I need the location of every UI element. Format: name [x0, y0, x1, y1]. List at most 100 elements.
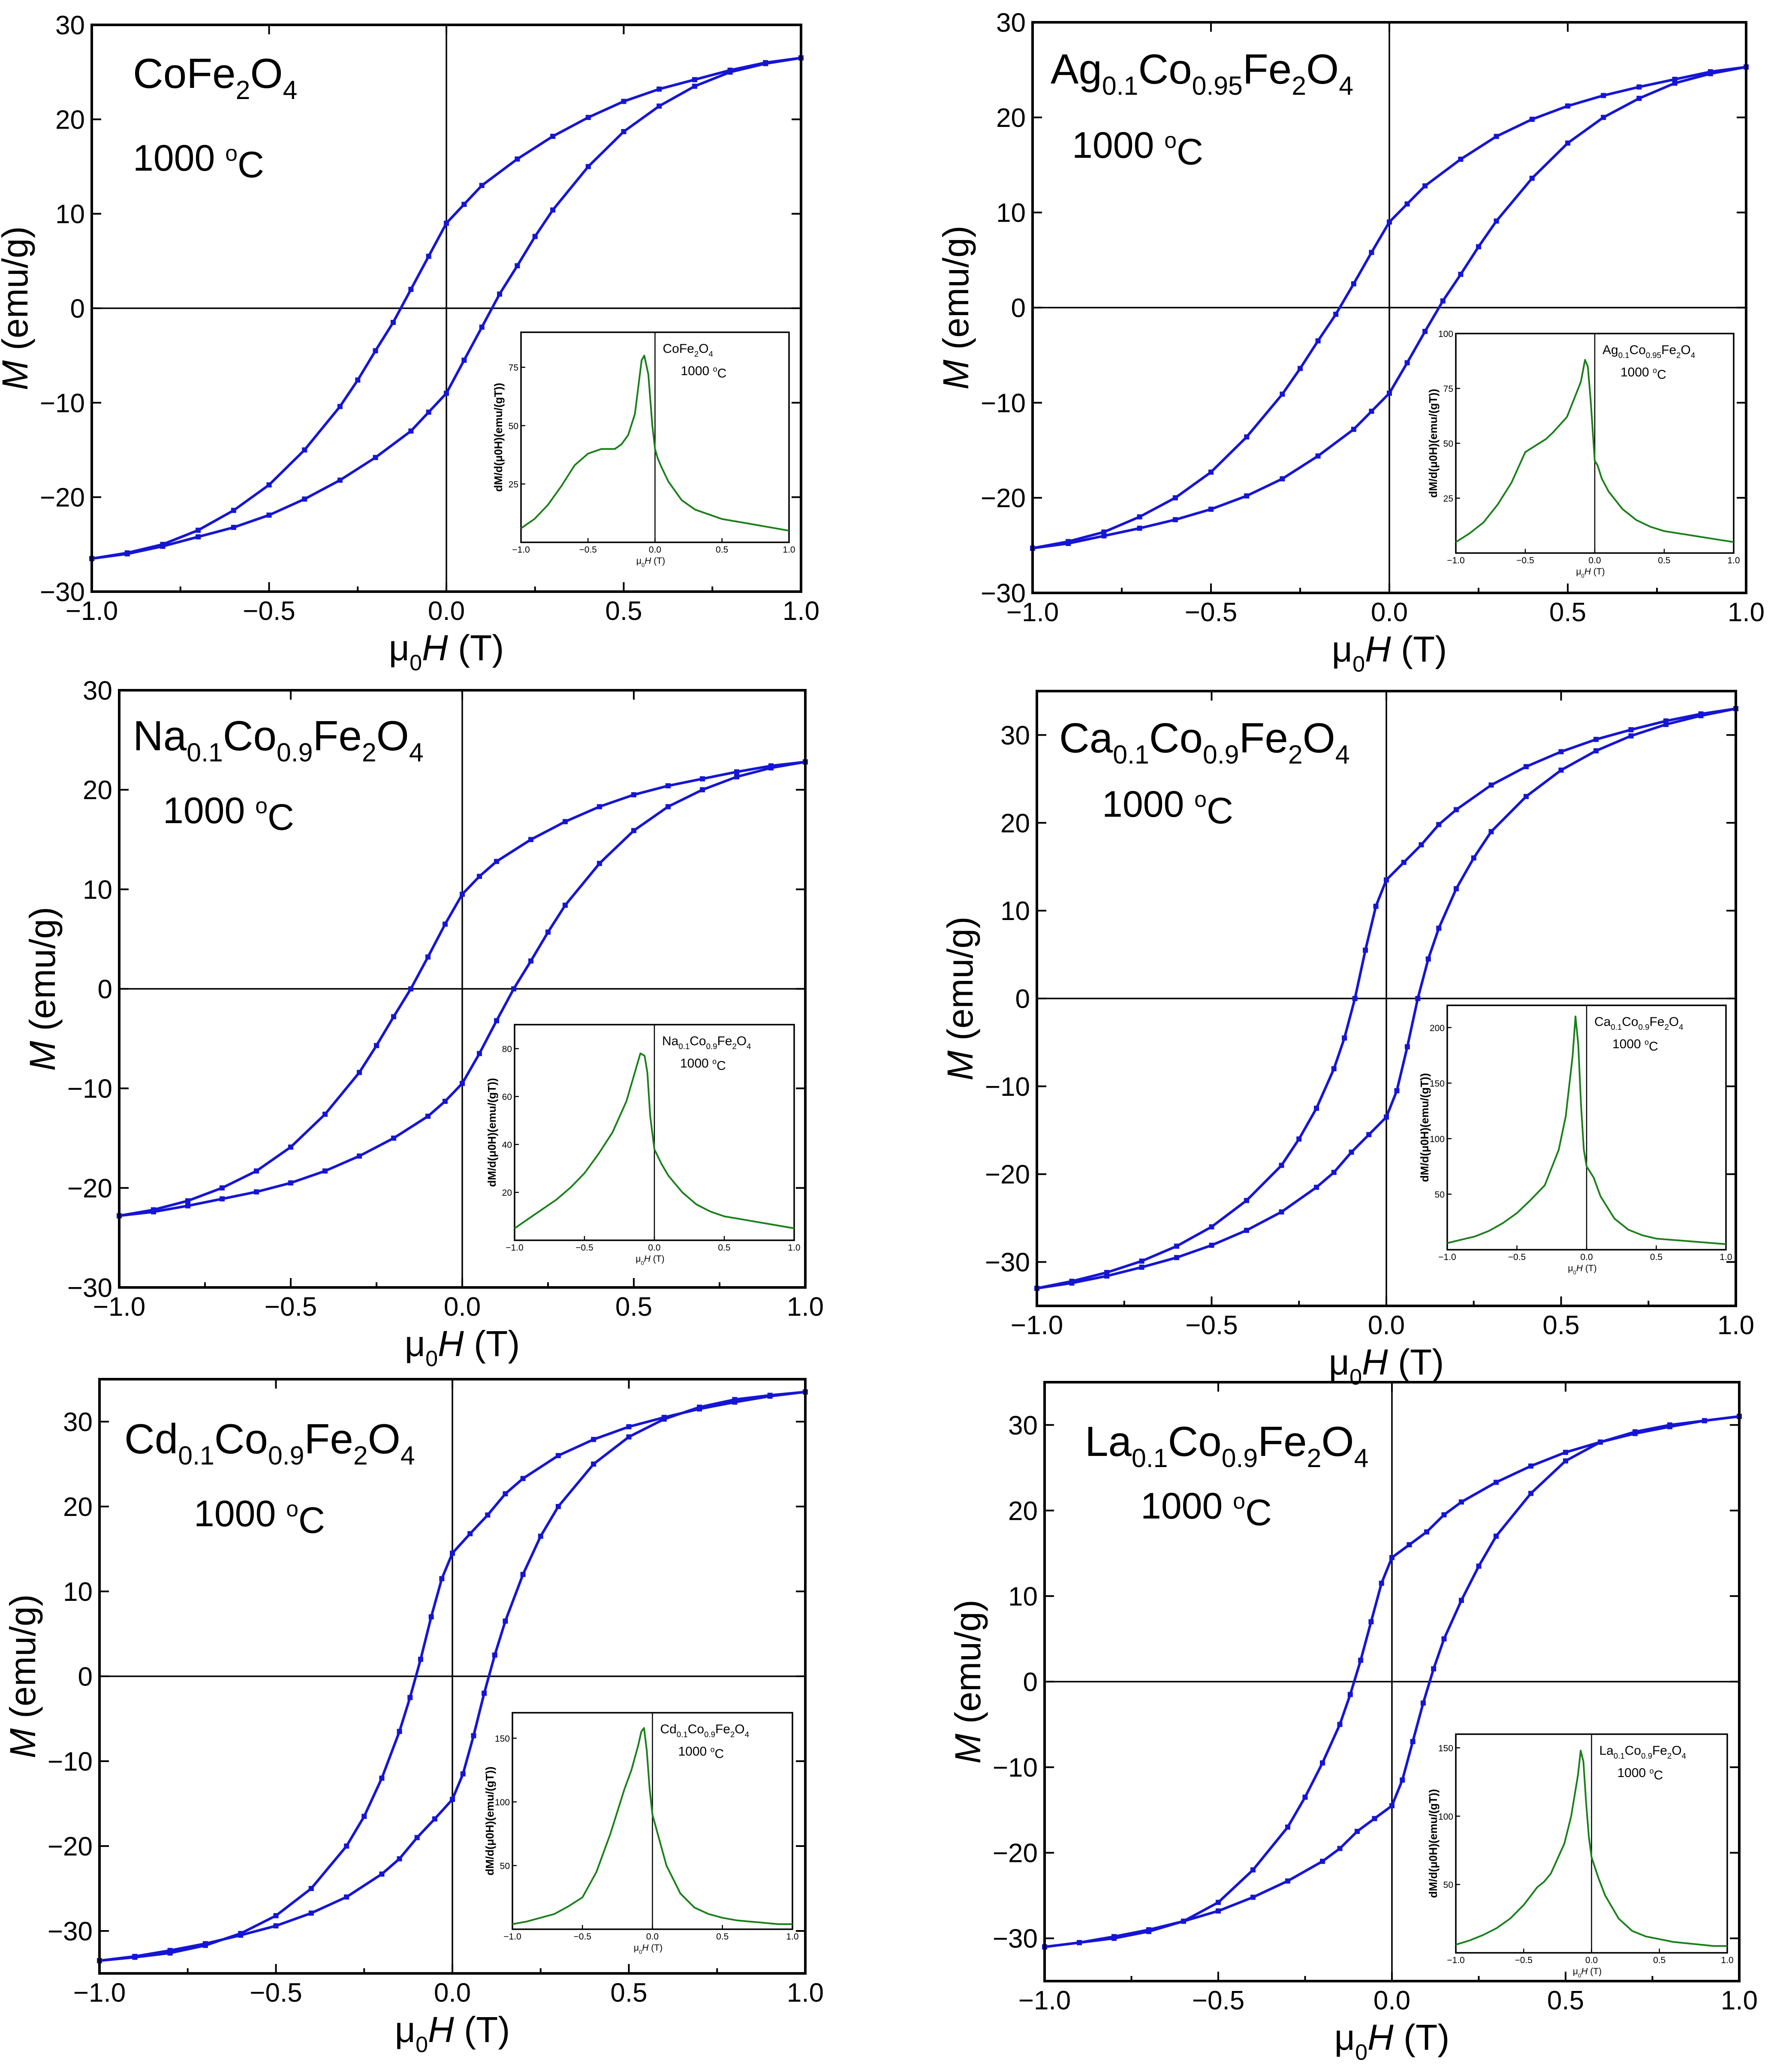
inset-y-axis-label: dM/d(μ0H)(emu/(gT))	[1418, 1073, 1431, 1182]
x-axis-label: μ0H (T)	[395, 2009, 510, 2057]
data-point	[555, 1504, 561, 1509]
y-tick-label: −30	[48, 1917, 93, 1946]
data-point	[322, 1168, 328, 1174]
data-point	[1337, 1846, 1343, 1851]
data-point	[1244, 434, 1250, 440]
data-point	[1379, 1580, 1384, 1586]
y-tick-label: 20	[1000, 809, 1030, 838]
inset-series-line	[1455, 1750, 1727, 1947]
inset-y-tick-label: 150	[1430, 1079, 1445, 1089]
label-text: Fe	[1243, 45, 1292, 93]
data-point	[1524, 764, 1529, 770]
m-symbol: M	[22, 1041, 63, 1071]
data-point	[591, 1437, 596, 1442]
temp-unit: C	[717, 366, 727, 380]
label-subscript: 4	[1691, 351, 1695, 360]
inset-x-tick-label: 0.0	[648, 1243, 660, 1253]
data-point	[1337, 1722, 1343, 1727]
inset-x-tick-label: 0.0	[1580, 1252, 1593, 1262]
sample-label: Ca0.1Co0.9Fe2O4	[1059, 714, 1350, 769]
mu-symbol: μ	[1329, 1342, 1349, 1382]
data-point	[700, 776, 705, 782]
inset-temperature-label: 1000 oC	[680, 1056, 726, 1073]
temp-degree: o	[711, 1745, 715, 1754]
data-point	[1366, 1132, 1372, 1137]
x-tick-label: −0.5	[1185, 598, 1237, 627]
label-text: Fe	[1652, 1744, 1667, 1758]
data-point	[308, 1910, 314, 1916]
data-point	[734, 774, 739, 779]
label-text: Co	[223, 712, 277, 759]
y-tick-label: −10	[48, 1747, 93, 1777]
label-text: O	[1306, 45, 1339, 93]
data-point	[1216, 1900, 1221, 1905]
data-point	[425, 954, 431, 960]
inset-y-tick-label: 75	[509, 363, 518, 373]
label-subscript: 2	[236, 75, 250, 105]
mu-subscript: 0	[639, 1949, 642, 1955]
temp-value: 1000	[678, 1744, 711, 1759]
data-point	[1320, 1760, 1325, 1766]
data-point	[344, 1894, 349, 1900]
data-point	[1331, 1170, 1337, 1175]
label-text: O	[699, 342, 708, 356]
data-point	[1415, 996, 1421, 1001]
data-point	[1111, 1934, 1117, 1940]
y-tick-label: 10	[1000, 896, 1030, 926]
series-line-descending	[1044, 1415, 1740, 1949]
temp-unit: C	[1207, 790, 1233, 831]
y-tick-label: −20	[67, 1174, 112, 1203]
unit: (T)	[1587, 1967, 1602, 1976]
y-tick-label: 30	[63, 1407, 93, 1437]
label-text: Na	[133, 712, 187, 759]
data-point	[418, 1657, 423, 1662]
temp-unit: C	[1245, 1492, 1272, 1533]
y-tick-label: 30	[55, 11, 85, 40]
mu-symbol: μ	[1334, 2017, 1355, 2057]
data-point	[1369, 250, 1374, 255]
label-subscript: 2	[732, 1042, 736, 1051]
mu-symbol: μ	[636, 556, 642, 566]
y-axis-label: M (emu/g)	[0, 226, 35, 391]
temp-unit: C	[268, 797, 294, 838]
inset-x-tick-label: 0.0	[646, 1932, 659, 1942]
x-tick-label: −1.0	[1006, 598, 1059, 627]
inset-y-axis-label: dM/d(μ0H)(emu/(gT))	[485, 1078, 498, 1187]
data-point	[426, 253, 431, 259]
unit: (emu/g)	[936, 226, 976, 360]
data-point	[1172, 495, 1178, 501]
data-point	[692, 84, 697, 89]
inset-y-tick-label: 40	[502, 1140, 512, 1150]
label-text: O	[1669, 1015, 1679, 1029]
data-point	[550, 133, 556, 139]
inset-sample-label: Na0.1Co0.9Fe2O4	[662, 1034, 751, 1051]
mu-subscript: 0	[416, 2033, 428, 2057]
m-symbol: M	[3, 1728, 43, 1758]
label-text: La	[1085, 1418, 1132, 1465]
unit: (T)	[454, 2009, 510, 2050]
data-point	[467, 1531, 473, 1537]
data-point	[1458, 271, 1464, 277]
data-point	[254, 1189, 259, 1195]
inset-series-line	[520, 355, 789, 532]
data-point	[1425, 956, 1431, 962]
inset-x-tick-label: 0.5	[1658, 556, 1670, 565]
label-subscript: 0.9	[706, 1042, 717, 1051]
h-symbol: H	[422, 628, 448, 668]
m-symbol: M	[940, 1050, 980, 1080]
x-tick-label: −0.5	[243, 596, 295, 626]
temp-degree: o	[713, 365, 717, 373]
y-tick-label: 0	[1023, 1668, 1038, 1697]
temp-value: 1000	[1612, 1037, 1644, 1051]
data-point	[1628, 727, 1634, 733]
temp-degree: o	[1653, 366, 1657, 375]
data-point	[1139, 1264, 1145, 1270]
x-tick-label: 0.5	[1549, 598, 1586, 627]
x-tick-label: 0.5	[1547, 1986, 1584, 2015]
temp-value: 1000	[1072, 125, 1164, 166]
unit: (emu/g)	[3, 1594, 43, 1729]
inset-temperature-label: 1000 oC	[1617, 1766, 1663, 1782]
label-text: La	[1599, 1744, 1614, 1758]
